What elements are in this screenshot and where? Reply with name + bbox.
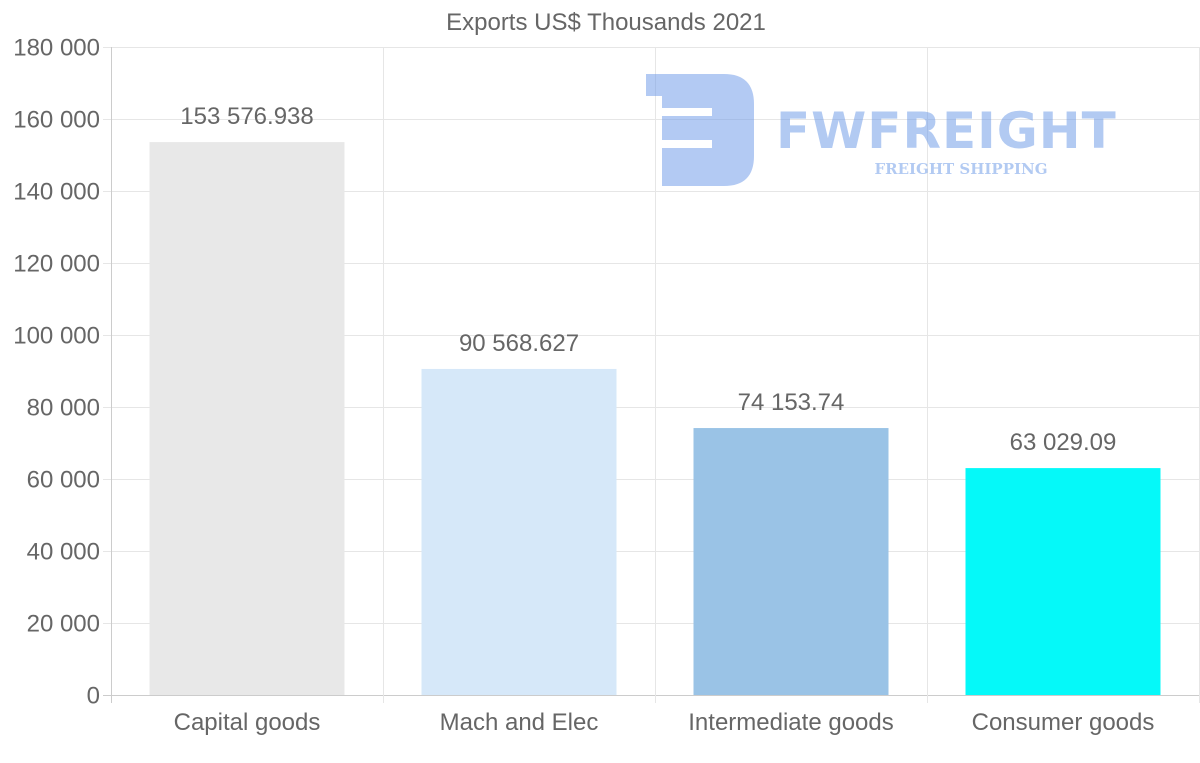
- y-tick-label: 180 000: [13, 35, 100, 62]
- x-tick-label: Intermediate goods: [688, 709, 893, 736]
- bar-value-label: 63 029.09: [1010, 429, 1117, 456]
- watermark-brand: FWFREIGHT: [776, 102, 1117, 160]
- y-tick-label: 100 000: [13, 323, 100, 350]
- x-tick-label: Capital goods: [174, 709, 321, 736]
- bar[interactable]: [149, 142, 345, 695]
- bars: [149, 142, 1161, 695]
- bar-value-label: 74 153.74: [738, 389, 845, 416]
- bar-value-label: 153 576.938: [180, 103, 313, 130]
- fwfreight-logo-icon: [646, 74, 754, 186]
- y-tick-label: 40 000: [27, 539, 100, 566]
- y-tick-label: 140 000: [13, 179, 100, 206]
- x-axis: Capital goods Mach and Elec Intermediate g…: [174, 709, 1155, 736]
- y-axis: 0 20 000 40 000 60 000 80 000 100 000 120 000 1…: [13, 35, 100, 710]
- data-labels: 153 576.938 90 568.627 74 153.74 63 029.09: [180, 103, 1116, 456]
- y-tick-label: 20 000: [27, 611, 100, 638]
- bar[interactable]: [965, 468, 1161, 695]
- y-tick-label: 120 000: [13, 251, 100, 278]
- y-tick-label: 160 000: [13, 107, 100, 134]
- watermark-logo: FWFREIGHT FREIGHT SHIPPING: [646, 74, 1117, 186]
- y-tick-label: 0: [87, 683, 100, 710]
- x-tick-label: Mach and Elec: [440, 709, 599, 736]
- watermark-tagline: FREIGHT SHIPPING: [874, 160, 1047, 178]
- bar[interactable]: [693, 428, 889, 695]
- chart-title: Exports US$ Thousands 2021: [446, 9, 766, 36]
- y-tick-label: 60 000: [27, 467, 100, 494]
- bar-value-label: 90 568.627: [459, 330, 579, 357]
- x-tick-label: Consumer goods: [972, 709, 1155, 736]
- y-tick-label: 80 000: [27, 395, 100, 422]
- bar[interactable]: [421, 368, 617, 695]
